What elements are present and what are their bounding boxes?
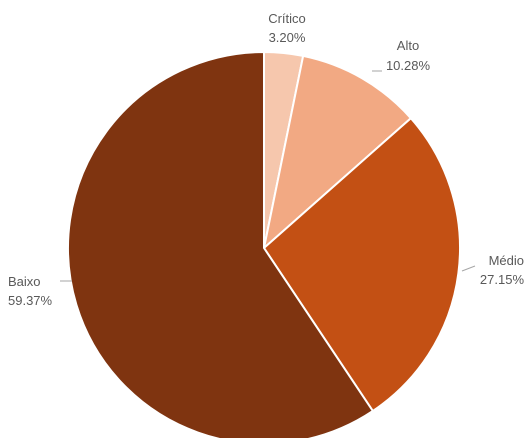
slice-value-label-alto: 10.28% — [386, 58, 431, 73]
leader-lines — [60, 70, 476, 282]
leader-line-médio — [461, 265, 476, 272]
pie-slice-médio — [262, 116, 461, 413]
pie-slice-baixo — [67, 50, 375, 438]
slice-value-label-crítico: 3.20% — [269, 30, 306, 45]
slice-label-baixo: Baixo — [8, 274, 41, 289]
slice-label-médio: Médio — [489, 253, 524, 268]
pie-slices — [67, 50, 461, 438]
slice-label-crítico: Crítico — [268, 11, 306, 26]
slice-value-label-médio: 27.15% — [480, 272, 525, 287]
slice-value-label-baixo: 59.37% — [8, 293, 53, 308]
slice-label-alto: Alto — [397, 38, 419, 53]
data-labels: Crítico 3.20% Alto 10.28% Médio 27.15% Baixo 59… — [8, 11, 524, 308]
pie-slice-alto — [262, 54, 413, 251]
